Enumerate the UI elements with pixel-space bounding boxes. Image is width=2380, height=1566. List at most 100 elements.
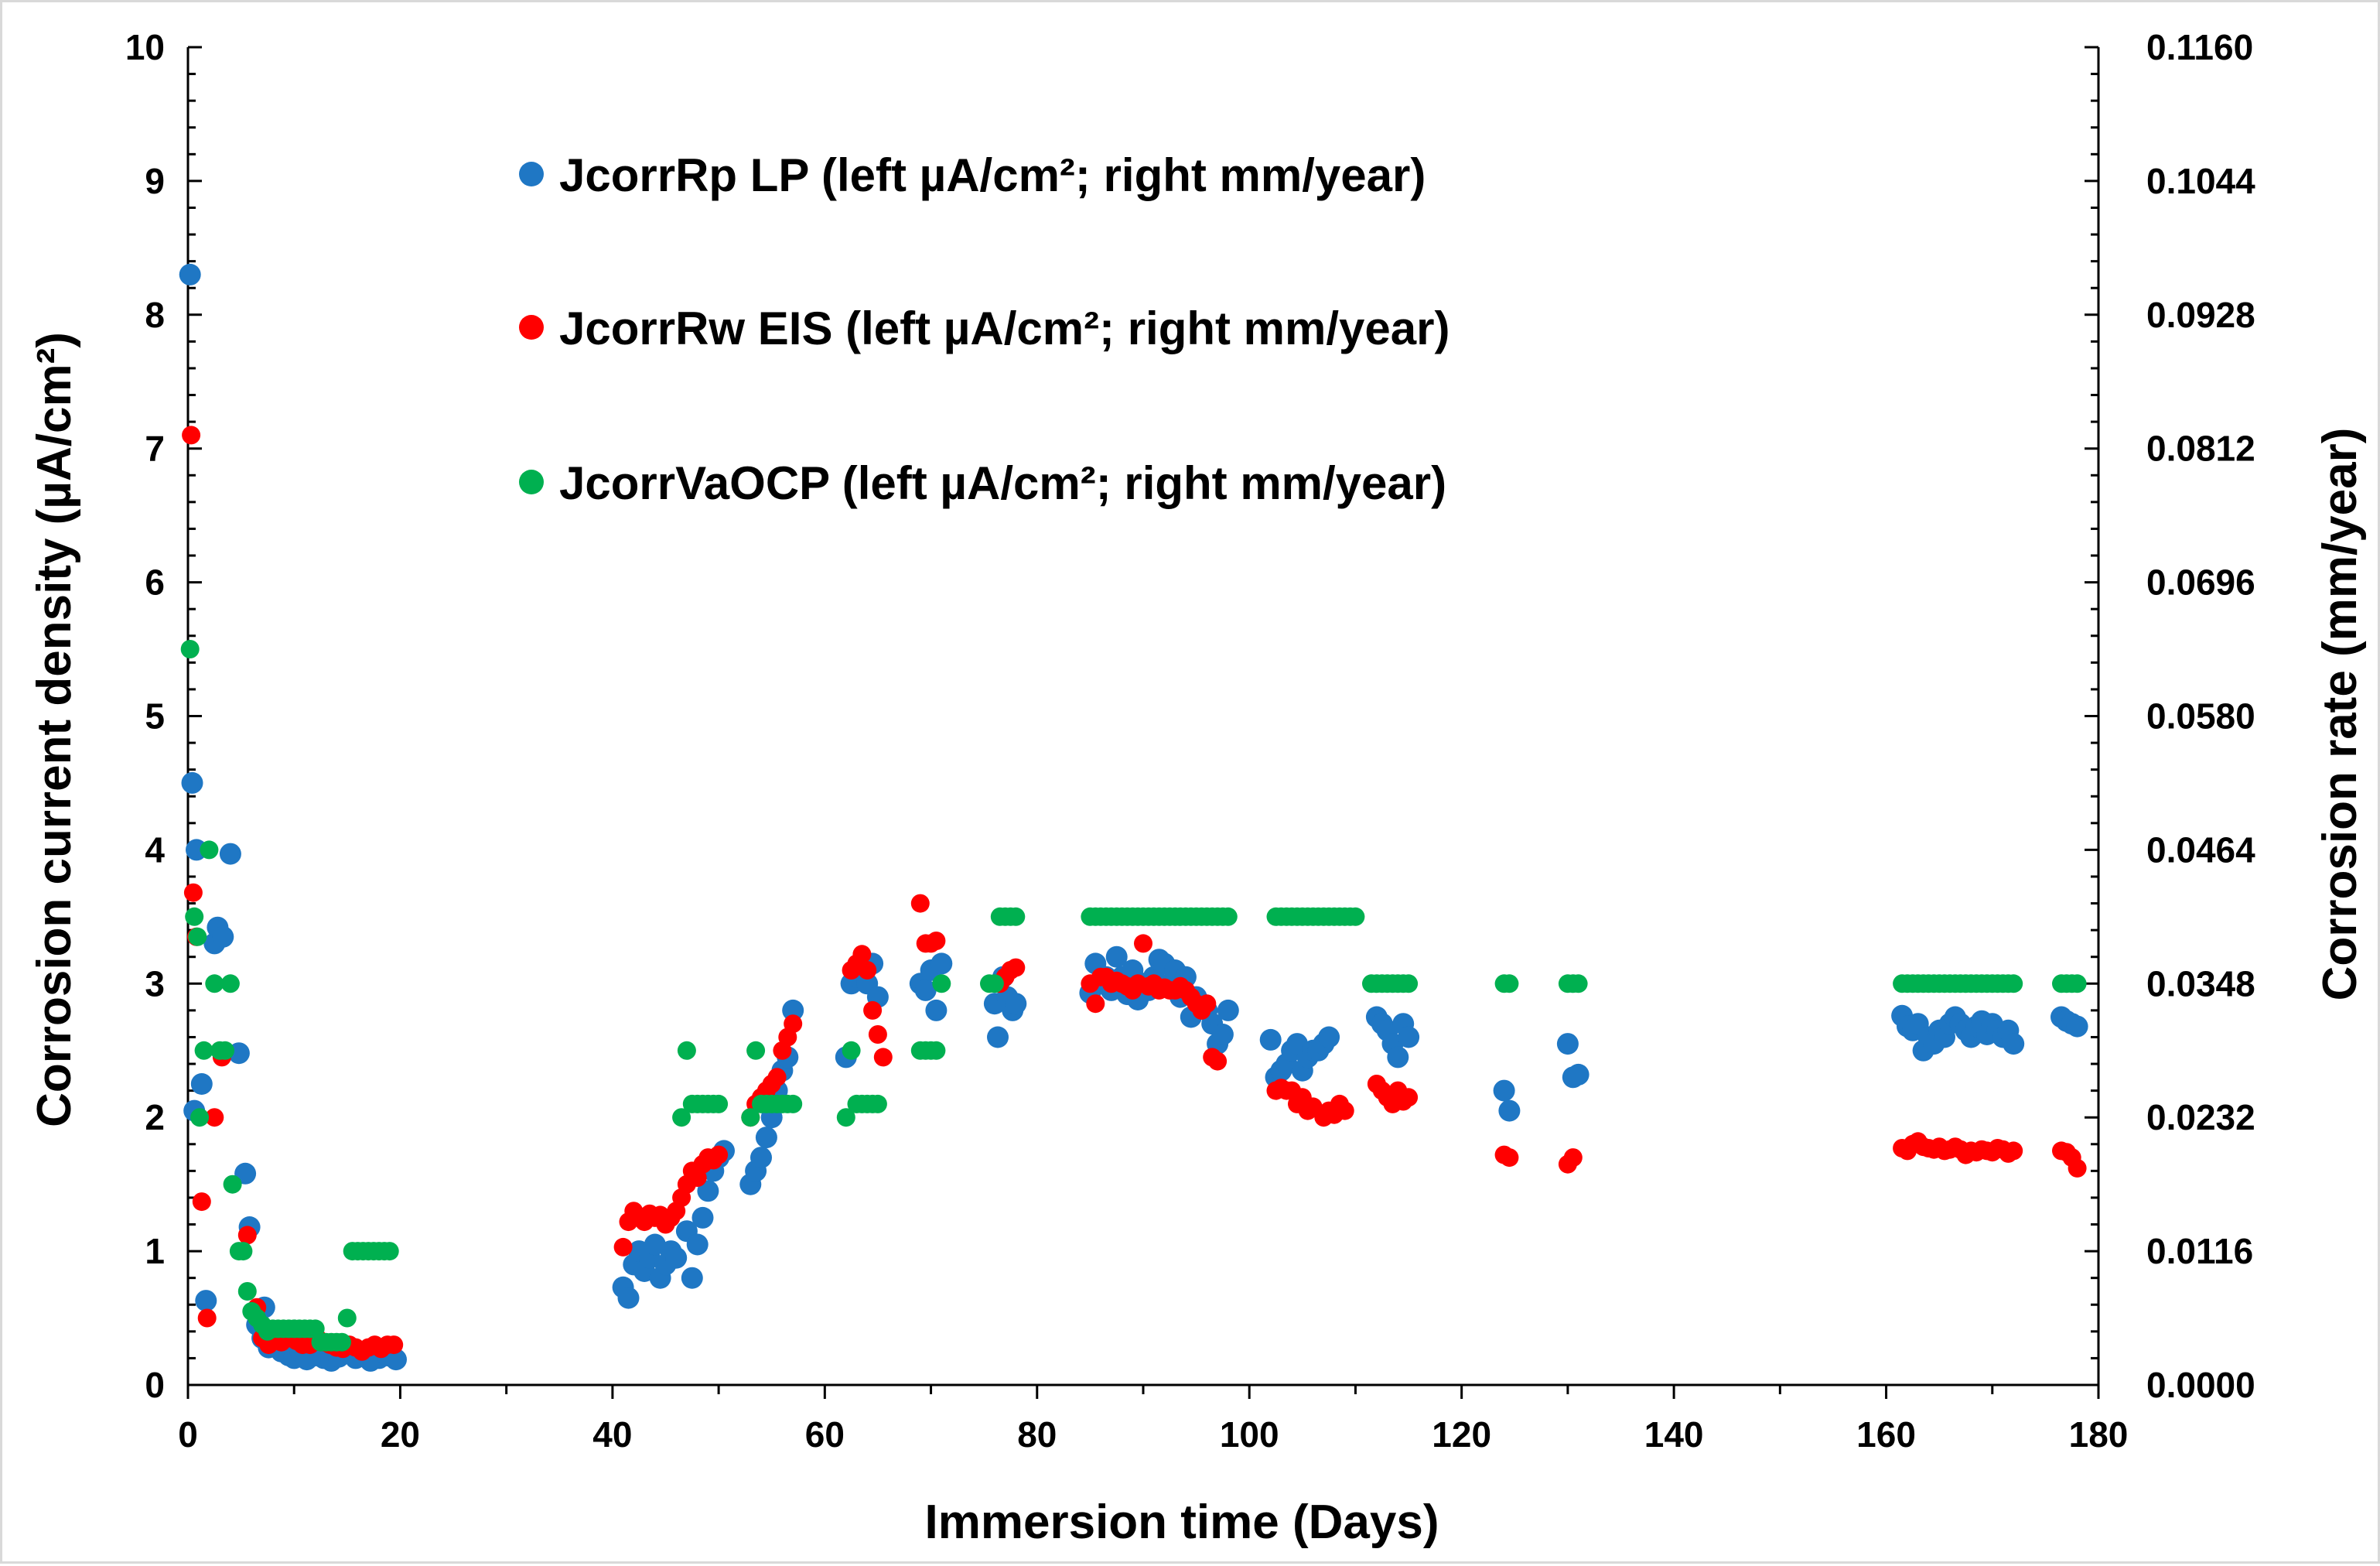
jcorr-rw-eis-point bbox=[182, 426, 201, 445]
jcorr-va-ocp-point bbox=[672, 1108, 691, 1127]
jcorr-va-ocp-point bbox=[932, 974, 951, 993]
legend: JcorrRp LP (left µA/cm²; right mm/year) J… bbox=[519, 149, 1450, 509]
jcorr-va-ocp-point bbox=[185, 907, 204, 926]
x-tick-label: 180 bbox=[2069, 1414, 2129, 1455]
y-tick-label: 3 bbox=[145, 963, 165, 1004]
jcorr-rp-lp-point bbox=[179, 263, 201, 286]
y2-tick-label: 0.0928 bbox=[2146, 295, 2255, 335]
x-tick-label: 60 bbox=[805, 1414, 845, 1455]
jcorr-rp-lp-point bbox=[2066, 1015, 2088, 1038]
jcorr-rw-eis-point bbox=[1134, 934, 1152, 953]
jcorr-rw-eis-point bbox=[868, 1025, 887, 1044]
jcorr-rp-lp-point bbox=[1556, 1033, 1579, 1055]
jcorr-va-ocp-point bbox=[337, 1308, 357, 1328]
jcorr-va-ocp-point bbox=[842, 1041, 861, 1060]
jcorr-va-ocp-point bbox=[746, 1041, 766, 1060]
jcorr-rw-eis-point bbox=[237, 1226, 257, 1245]
jcorr-rw-eis-point bbox=[1500, 1148, 1519, 1168]
jcorr-rw-eis-point bbox=[613, 1237, 633, 1257]
jcorr-rp-lp-point bbox=[782, 999, 804, 1021]
jcorr-rp-lp-point bbox=[190, 1073, 213, 1095]
jcorr-rp-lp-point bbox=[1567, 1063, 1590, 1086]
jcorr-va-ocp-point bbox=[868, 1094, 887, 1113]
jcorr-rp-lp-point bbox=[930, 952, 953, 975]
jcorr-va-ocp-point bbox=[237, 1282, 257, 1301]
jcorr-rp-lp-point bbox=[1259, 1028, 1282, 1051]
y2-axis-title: Corrosion rate (mm/year) bbox=[2313, 428, 2367, 1001]
jcorr-rw-eis-point bbox=[192, 1192, 211, 1212]
x-tick-label: 140 bbox=[1644, 1414, 1704, 1455]
jcorr-rw-eis-point bbox=[767, 1068, 787, 1087]
jcorr-va-ocp-point bbox=[985, 974, 1004, 993]
x-axis-title: Immersion time (Days) bbox=[925, 1496, 1439, 1549]
jcorr-rw-eis-point bbox=[910, 894, 930, 913]
jcorr-va-ocp-point bbox=[188, 927, 207, 946]
legend-entry-jcorr-rw-eis: JcorrRw EIS (left µA/cm²; right mm/year) bbox=[559, 303, 1450, 354]
jcorr-va-ocp-point bbox=[677, 1041, 696, 1060]
jcorr-va-ocp-point bbox=[1218, 907, 1238, 926]
jcorr-rp-lp-point bbox=[617, 1287, 640, 1309]
y2-tick-label: 0.1160 bbox=[2146, 27, 2253, 67]
jcorr-rw-eis-point bbox=[863, 1000, 883, 1020]
jcorr-rw-eis-point bbox=[1399, 1088, 1419, 1107]
jcorr-va-ocp-point bbox=[2004, 974, 2023, 993]
jcorr-rp-lp-point bbox=[1217, 999, 1239, 1021]
jcorr-rp-lp-point bbox=[987, 1026, 1009, 1048]
y2-tick-label: 0.0116 bbox=[2146, 1231, 2253, 1271]
jcorr-rp-lp-point bbox=[697, 1180, 719, 1202]
jcorr-rp-lp-point bbox=[181, 771, 203, 794]
jcorr-va-ocp-point bbox=[234, 1242, 253, 1261]
jcorr-va-ocp-point bbox=[220, 974, 240, 993]
jcorr-va-ocp-point bbox=[1006, 907, 1026, 926]
jcorr-rp-lp-point bbox=[1318, 1026, 1340, 1048]
y2-tick-label: 0.0232 bbox=[2146, 1097, 2255, 1137]
y-tick-label: 6 bbox=[145, 562, 165, 603]
x-tick-label: 80 bbox=[1017, 1414, 1057, 1455]
jcorr-rp-lp-point bbox=[212, 925, 234, 948]
jcorr-rw-eis-point bbox=[2068, 1158, 2087, 1178]
jcorr-rw-eis-point bbox=[927, 932, 946, 950]
jcorr-rp-lp-point bbox=[1387, 1046, 1409, 1069]
jcorr-rw-eis-point bbox=[197, 1308, 217, 1328]
y-tick-label: 5 bbox=[145, 696, 165, 737]
y-tick-label: 0 bbox=[145, 1365, 165, 1405]
jcorr-rp-lp-point bbox=[1398, 1026, 1420, 1048]
legend-entry-jcorr-rw-eis-marker bbox=[519, 315, 544, 340]
jcorr-rp-lp-point bbox=[385, 1349, 407, 1371]
jcorr-rw-eis-point bbox=[1335, 1101, 1354, 1120]
x-tick-label: 160 bbox=[1856, 1414, 1916, 1455]
jcorr-va-ocp-point bbox=[180, 640, 200, 658]
jcorr-rp-lp-point bbox=[665, 1246, 688, 1269]
jcorr-rp-lp-point bbox=[2003, 1033, 2025, 1055]
jcorr-rp-lp-point bbox=[755, 1127, 777, 1149]
x-tick-label: 40 bbox=[592, 1414, 632, 1455]
jcorr-rp-lp-point bbox=[686, 1233, 709, 1256]
x-tick-label: 120 bbox=[1432, 1414, 1491, 1455]
jcorr-rp-lp-point bbox=[1005, 993, 1027, 1015]
x-tick-label: 0 bbox=[178, 1414, 198, 1455]
legend-entry-jcorr-rp-lp-marker bbox=[519, 162, 544, 186]
jcorr-rw-eis-point bbox=[2004, 1141, 2023, 1161]
jcorr-va-ocp-point bbox=[1500, 974, 1519, 993]
y2-tick-label: 0.0580 bbox=[2146, 696, 2255, 737]
y2-tick-label: 0.1044 bbox=[2146, 161, 2255, 201]
jcorr-rw-eis-point bbox=[784, 1014, 803, 1034]
jcorr-rp-lp-point bbox=[914, 979, 937, 1001]
jcorr-va-ocp-point bbox=[1346, 907, 1365, 926]
jcorr-va-ocp-point bbox=[200, 840, 219, 860]
y-tick-label: 8 bbox=[145, 295, 165, 335]
jcorr-rw-eis-point bbox=[858, 961, 877, 980]
jcorr-rw-eis-point bbox=[709, 1145, 729, 1164]
y-tick-label: 1 bbox=[145, 1231, 165, 1271]
legend-entry-jcorr-rp-lp: JcorrRp LP (left µA/cm²; right mm/year) bbox=[559, 149, 1426, 201]
jcorr-va-ocp-point bbox=[380, 1242, 399, 1261]
y2-tick-label: 0.0696 bbox=[2146, 562, 2255, 603]
jcorr-rp-lp-point bbox=[691, 1206, 714, 1229]
jcorr-rw-eis-point bbox=[1006, 958, 1026, 977]
jcorr-va-ocp-point bbox=[216, 1041, 234, 1060]
jcorr-va-ocp-point bbox=[709, 1094, 729, 1113]
jcorr-rp-lp-point bbox=[1105, 945, 1128, 968]
jcorr-rp-lp-point bbox=[1498, 1099, 1521, 1122]
